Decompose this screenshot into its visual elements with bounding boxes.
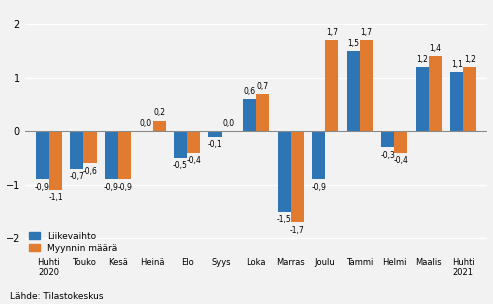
Text: -0,9: -0,9 — [104, 183, 119, 192]
Bar — [83, 131, 97, 164]
Bar — [291, 131, 304, 222]
Text: -0,5: -0,5 — [173, 161, 188, 170]
Bar — [174, 131, 187, 158]
Text: 0,7: 0,7 — [257, 82, 269, 91]
Text: 1,4: 1,4 — [429, 44, 441, 53]
Text: -0,4: -0,4 — [186, 156, 201, 165]
Text: -0,9: -0,9 — [35, 183, 50, 192]
Text: 0,0: 0,0 — [222, 119, 234, 128]
Text: 1,2: 1,2 — [416, 55, 428, 64]
Text: 1,1: 1,1 — [451, 60, 462, 69]
Bar — [256, 94, 269, 131]
Text: 1,2: 1,2 — [464, 55, 476, 64]
Text: -0,3: -0,3 — [380, 150, 395, 160]
Bar — [70, 131, 83, 169]
Bar — [347, 51, 360, 131]
Text: -0,9: -0,9 — [311, 183, 326, 192]
Bar — [243, 99, 256, 131]
Bar — [429, 57, 442, 131]
Text: 0,0: 0,0 — [140, 119, 152, 128]
Bar — [36, 131, 49, 179]
Text: -1,7: -1,7 — [290, 226, 305, 234]
Bar — [209, 131, 221, 137]
Text: 1,5: 1,5 — [347, 39, 359, 48]
Text: -0,7: -0,7 — [70, 172, 84, 181]
Bar — [416, 67, 429, 131]
Text: -0,9: -0,9 — [117, 183, 132, 192]
Bar — [450, 72, 463, 131]
Bar — [463, 67, 476, 131]
Bar — [325, 40, 338, 131]
Text: -1,1: -1,1 — [48, 193, 63, 202]
Bar — [381, 131, 394, 147]
Bar — [312, 131, 325, 179]
Text: -0,1: -0,1 — [208, 140, 222, 149]
Bar — [49, 131, 62, 190]
Bar — [152, 121, 166, 131]
Bar — [394, 131, 407, 153]
Text: -1,5: -1,5 — [277, 215, 291, 224]
Bar — [105, 131, 118, 179]
Text: 0,6: 0,6 — [244, 87, 256, 96]
Text: -0,4: -0,4 — [393, 156, 408, 165]
Text: -0,6: -0,6 — [83, 167, 98, 176]
Text: 0,2: 0,2 — [153, 109, 165, 117]
Text: Lähde: Tilastokeskus: Lähde: Tilastokeskus — [10, 292, 104, 301]
Bar — [118, 131, 131, 179]
Text: 1,7: 1,7 — [360, 28, 372, 37]
Bar — [278, 131, 291, 212]
Legend: Liikevaihto, Myynnin määrä: Liikevaihto, Myynnin määrä — [29, 232, 118, 253]
Bar — [360, 40, 373, 131]
Bar — [187, 131, 200, 153]
Text: 1,7: 1,7 — [326, 28, 338, 37]
